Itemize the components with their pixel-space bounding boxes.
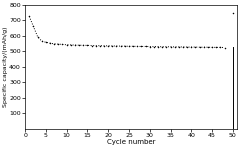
X-axis label: Cycle number: Cycle number [107,139,155,145]
Y-axis label: Specific capacity/(mAh/g): Specific capacity/(mAh/g) [3,26,8,107]
